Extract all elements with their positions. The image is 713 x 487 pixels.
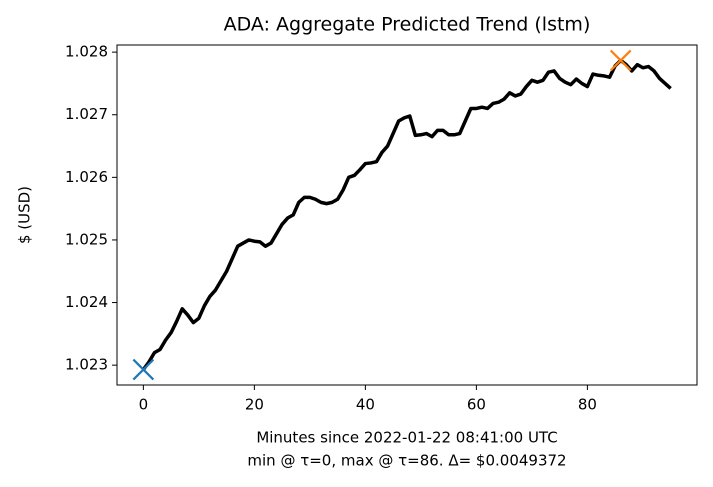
extreme-marker <box>132 358 155 381</box>
y-tick-label: 1.023 <box>65 356 108 374</box>
x-axis-label: Minutes since 2022-01-22 08:41:00 UTC <box>256 429 557 447</box>
x-tick-label: 40 <box>356 396 375 414</box>
x-tick-label: 0 <box>139 396 149 414</box>
x-tick-label: 80 <box>578 396 597 414</box>
y-tick-label: 1.028 <box>65 43 108 61</box>
extreme-marker <box>609 49 632 72</box>
y-tick-label: 1.026 <box>65 168 108 186</box>
x-tick-label: 60 <box>467 396 486 414</box>
plot-frame <box>116 44 698 386</box>
y-tick-label: 1.024 <box>65 293 108 311</box>
chart-title: ADA: Aggregate Predicted Trend (lstm) <box>224 14 591 36</box>
y-tick-label: 1.025 <box>65 230 108 248</box>
line <box>141 58 672 371</box>
y-axis-label: $ (USD) <box>16 186 34 244</box>
y-tick-label: 1.027 <box>65 105 108 123</box>
annotation: min @ τ=0, max @ τ=86. Δ= $0.0049372 <box>247 452 566 470</box>
x-tick-label: 20 <box>245 396 264 414</box>
